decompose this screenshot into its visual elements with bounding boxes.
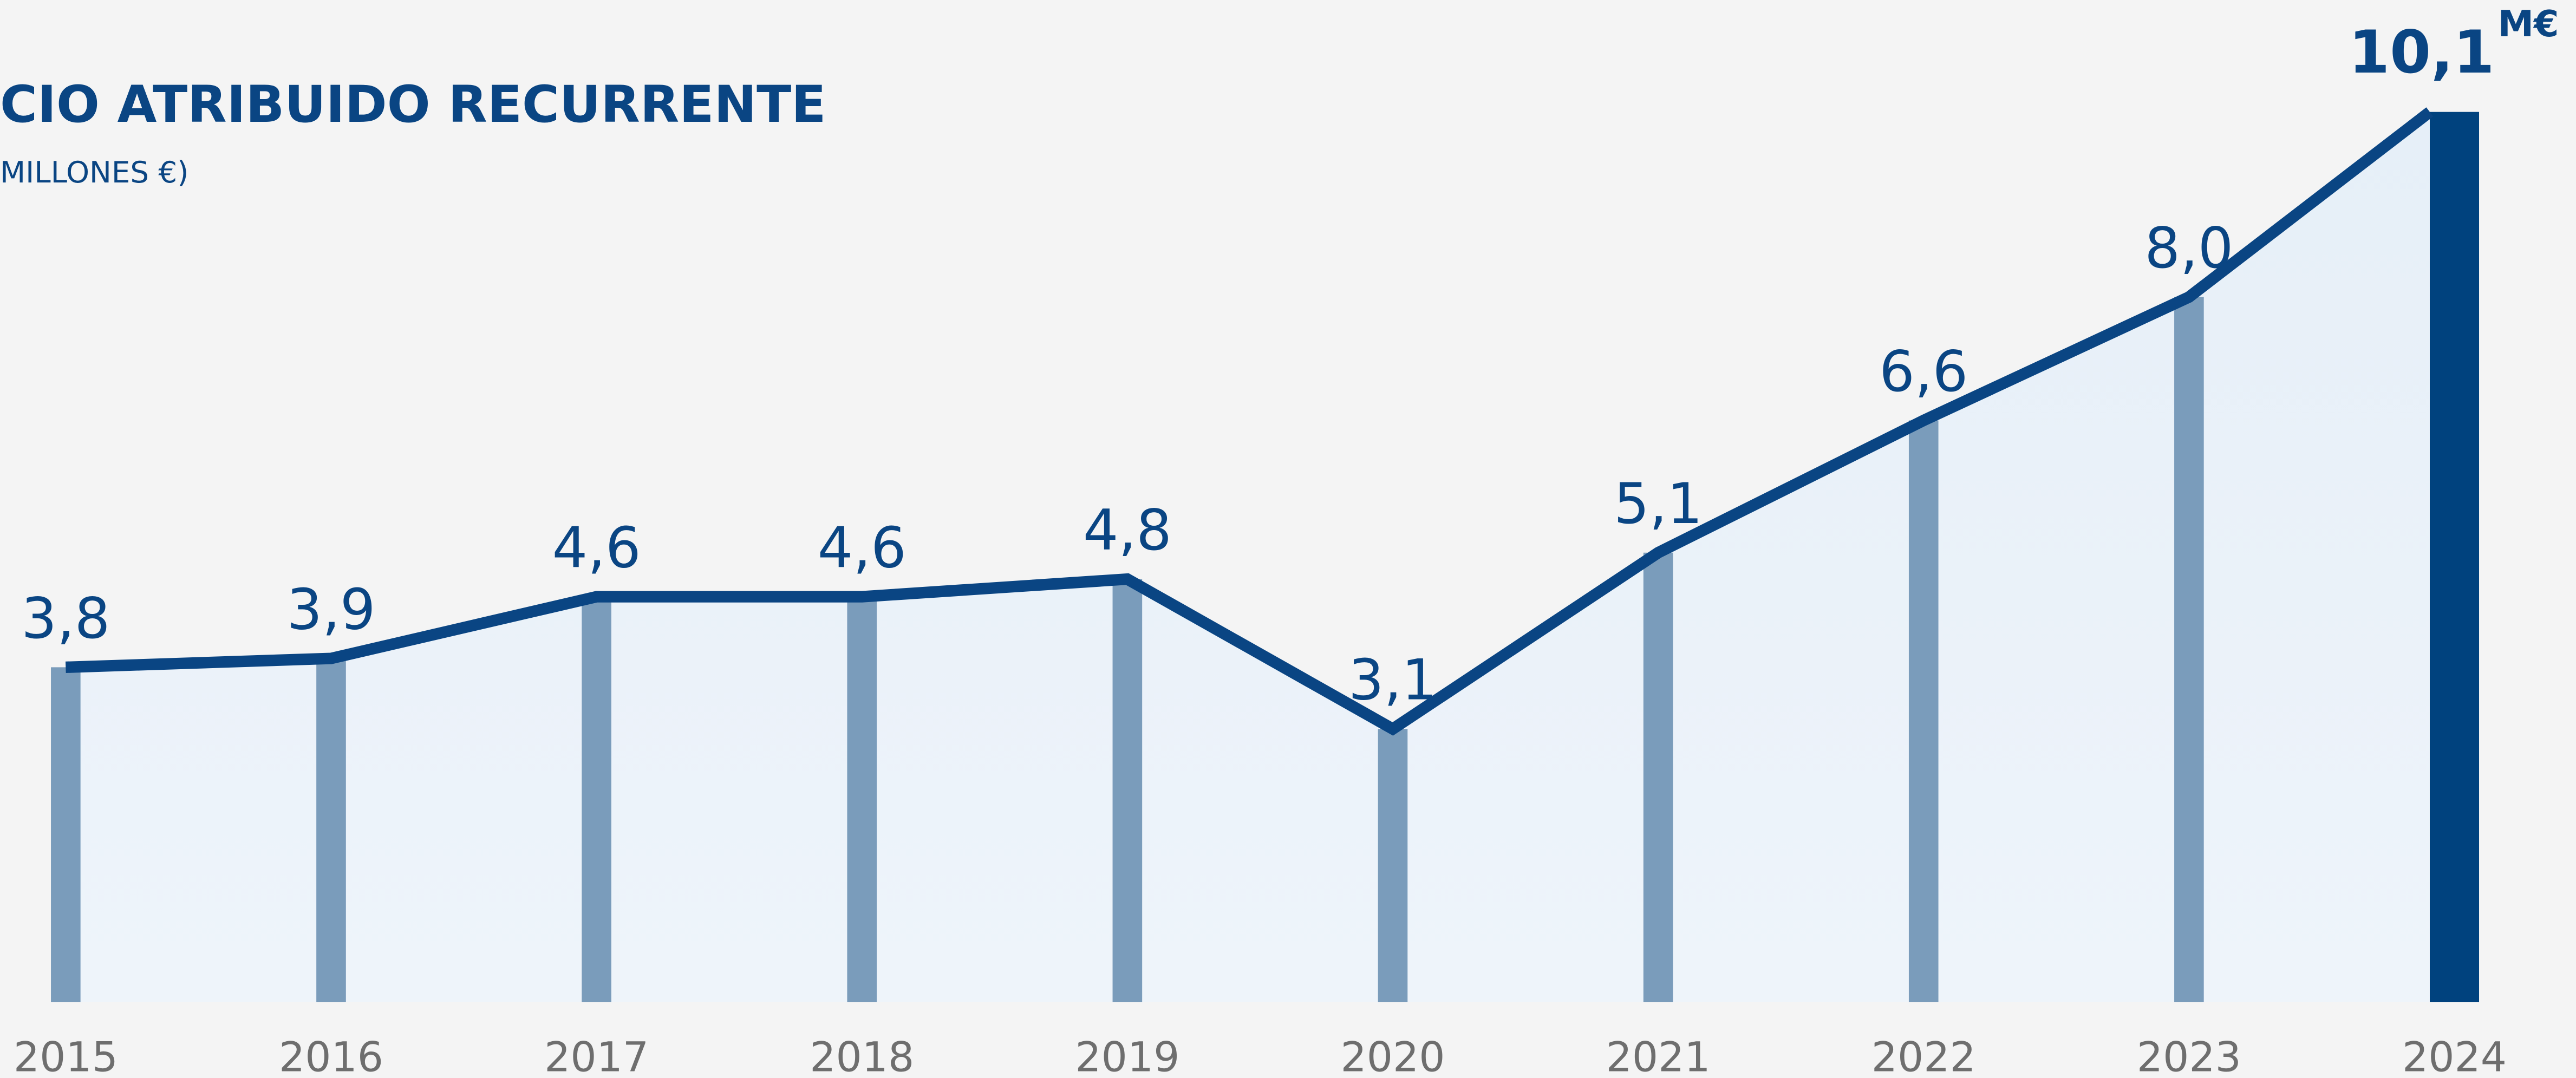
data-label: 4,8 <box>1083 498 1172 563</box>
x-tick-label: 2017 <box>544 1033 649 1078</box>
bar <box>1378 729 1408 1003</box>
x-tick-label: 2018 <box>810 1033 914 1078</box>
line <box>65 107 2434 736</box>
bar <box>582 597 611 1003</box>
x-tick-label: 2022 <box>1871 1033 1976 1078</box>
data-label: 10,1 <box>2349 18 2494 87</box>
bar <box>2429 112 2480 1003</box>
x-tick-label: 2020 <box>1340 1033 1445 1078</box>
data-label: 5,1 <box>1614 472 1703 537</box>
data-label: 3,1 <box>1348 648 1437 713</box>
bar <box>1643 552 1673 1003</box>
unit-label: M€ <box>2498 3 2559 45</box>
x-tick-label: 2016 <box>279 1033 383 1078</box>
x-tick-label: 2019 <box>1075 1033 1179 1078</box>
x-tick-label: 2021 <box>1606 1033 1711 1078</box>
x-tick-label: 2023 <box>2137 1033 2241 1078</box>
bar <box>51 667 81 1003</box>
x-tick-label: 2015 <box>14 1033 118 1078</box>
data-label: 8,0 <box>2144 216 2233 281</box>
x-tick-label: 2024 <box>2402 1033 2507 1078</box>
data-label: 6,6 <box>1879 339 1968 404</box>
chart-subtitle: MILLONES €) <box>0 155 188 190</box>
area <box>66 112 2430 1003</box>
data-label: 3,9 <box>286 577 375 642</box>
bar <box>2174 297 2204 1003</box>
data-label: 3,8 <box>21 586 110 651</box>
bar <box>1908 420 1939 1003</box>
data-label: 4,6 <box>818 516 907 581</box>
bar <box>316 658 346 1003</box>
bar <box>847 597 877 1003</box>
bar <box>1112 579 1143 1003</box>
data-label: 4,6 <box>552 516 641 581</box>
chart-title: CIO ATRIBUIDO RECURRENTE <box>0 75 826 134</box>
